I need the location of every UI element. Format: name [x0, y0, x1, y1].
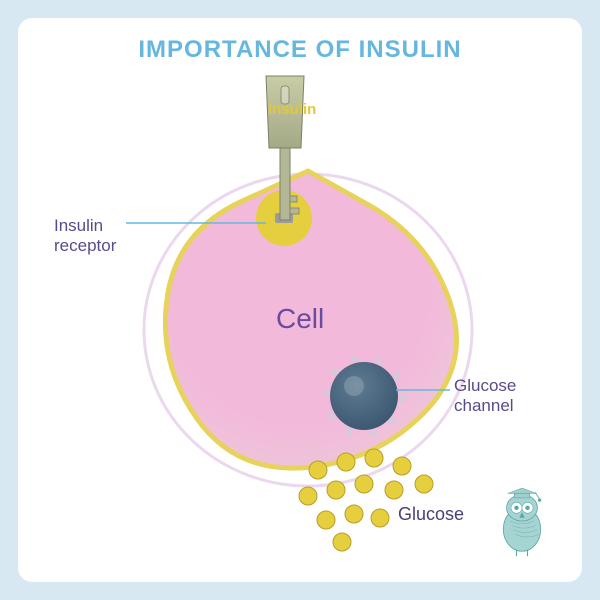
owl-icon [503, 488, 541, 556]
diagram-svg: Cell Insulin [18, 18, 582, 582]
glucose-channel-label: Glucosechannel [454, 376, 516, 415]
outer-frame: IMPORTANCE OF INSULIN Cell Insulin Insuli… [0, 0, 600, 600]
glucose-channel [330, 362, 398, 430]
insulin-label: Insulin [268, 101, 316, 118]
glucose-dots [299, 449, 433, 551]
diagram-title: IMPORTANCE OF INSULIN [18, 36, 582, 64]
diagram-panel: IMPORTANCE OF INSULIN Cell Insulin Insuli… [18, 18, 582, 582]
glucose-label: Glucose [398, 504, 464, 525]
insulin-receptor-label: Insulinreceptor [54, 216, 116, 255]
cell-label: Cell [276, 303, 324, 334]
